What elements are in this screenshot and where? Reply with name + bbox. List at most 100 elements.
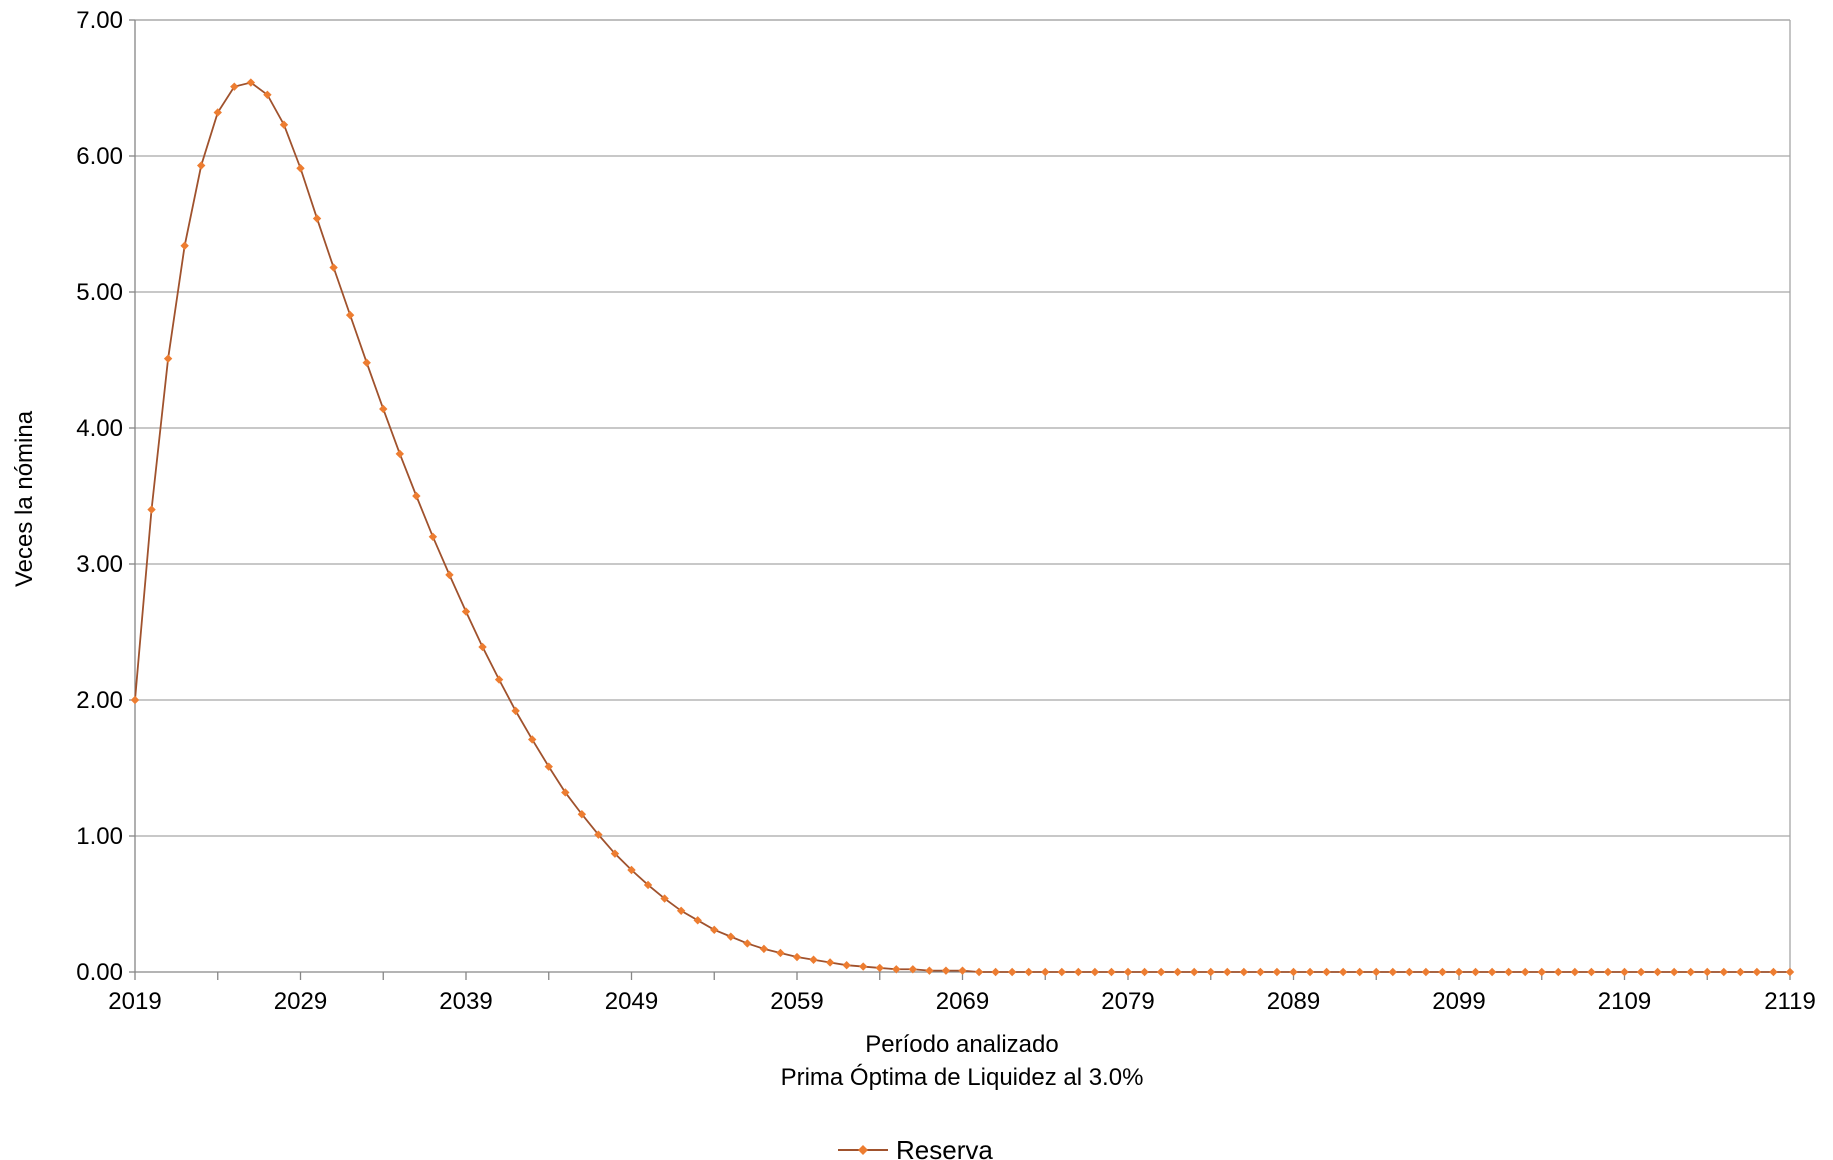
data-point	[147, 505, 156, 514]
data-point	[1554, 967, 1563, 977]
data-point	[1521, 967, 1530, 977]
data-point	[1355, 967, 1364, 977]
data-point	[1057, 967, 1066, 977]
x-tick-label: 2099	[1432, 988, 1485, 1015]
data-point	[312, 214, 322, 223]
data-point	[412, 491, 421, 501]
data-point	[693, 916, 702, 925]
data-point	[329, 263, 338, 272]
data-point	[1785, 967, 1795, 977]
data-point	[1338, 967, 1348, 977]
series-reserva	[130, 78, 1795, 977]
data-point	[1140, 967, 1149, 977]
data-point	[263, 90, 272, 99]
data-point	[776, 948, 785, 958]
data-point	[130, 695, 140, 705]
legend: Reserva	[838, 1135, 993, 1160]
legend-marker	[858, 1145, 868, 1155]
data-point	[1372, 967, 1381, 977]
data-point	[345, 310, 355, 320]
data-point	[494, 675, 504, 684]
data-point	[1653, 967, 1662, 977]
data-point	[610, 849, 620, 858]
data-point	[180, 241, 189, 250]
y-tick-label: 6.00	[76, 143, 123, 170]
data-point	[1239, 967, 1249, 977]
x-tick-label: 2089	[1267, 988, 1320, 1015]
data-point	[809, 955, 818, 964]
y-axis-title: Veces la nómina	[11, 410, 38, 587]
data-point	[1107, 967, 1116, 977]
data-point	[1752, 967, 1762, 977]
data-point	[1090, 967, 1100, 977]
data-point	[825, 958, 835, 967]
data-point	[544, 762, 553, 771]
x-axis-subtitle: Prima Óptima de Liquidez al 3.0%	[781, 1064, 1144, 1091]
data-point	[1256, 967, 1265, 977]
data-point	[1173, 967, 1182, 977]
data-point	[958, 966, 967, 975]
gridlines	[135, 19, 1790, 837]
data-point	[859, 962, 868, 971]
data-point	[213, 108, 222, 117]
data-point	[974, 967, 984, 977]
data-point	[660, 894, 669, 903]
data-point	[1537, 967, 1546, 977]
data-point	[1471, 967, 1480, 977]
data-point	[726, 932, 735, 941]
data-point	[478, 642, 487, 652]
data-point	[561, 788, 570, 797]
data-point	[1636, 967, 1646, 977]
x-tick-label: 2109	[1598, 988, 1651, 1015]
x-tick-label: 2049	[605, 988, 658, 1015]
data-point	[1454, 967, 1464, 977]
data-point	[1587, 967, 1596, 977]
data-point	[1769, 967, 1778, 977]
data-point	[395, 449, 404, 459]
data-point	[1736, 967, 1745, 977]
data-point	[743, 939, 752, 948]
data-point	[1024, 967, 1033, 977]
data-point	[577, 810, 587, 819]
x-tick-label: 2029	[274, 988, 327, 1015]
x-tick-label: 2079	[1101, 988, 1154, 1015]
data-point	[362, 358, 371, 367]
data-point	[1289, 967, 1298, 977]
x-axis-title: Período analizado	[865, 1031, 1058, 1058]
data-point	[1272, 967, 1282, 977]
y-tick-label: 1.00	[76, 823, 123, 850]
x-tick-label: 2019	[108, 988, 161, 1015]
data-point	[1438, 967, 1447, 977]
data-point	[1190, 967, 1199, 977]
data-point	[594, 830, 603, 839]
data-point	[1405, 967, 1414, 977]
y-tick-label: 7.00	[76, 7, 123, 34]
data-point	[1322, 967, 1331, 977]
data-point	[908, 965, 918, 974]
data-point	[1074, 967, 1083, 977]
data-point	[445, 570, 454, 580]
series-line	[134, 81, 1790, 973]
x-tick-label: 2039	[439, 988, 492, 1015]
data-point	[676, 906, 686, 915]
data-point	[1669, 967, 1679, 977]
x-tick-label: 2069	[936, 988, 989, 1015]
data-point	[1620, 967, 1629, 977]
y-tick-label: 4.00	[76, 415, 123, 442]
data-point	[1686, 967, 1695, 977]
y-tick-label: 0.00	[76, 959, 123, 986]
data-point	[892, 965, 901, 974]
data-point	[1388, 967, 1397, 977]
data-point	[842, 961, 851, 970]
data-point	[925, 966, 934, 975]
data-point	[379, 404, 388, 414]
data-point	[163, 354, 173, 363]
data-point	[875, 963, 884, 973]
y-tick-label: 5.00	[76, 279, 123, 306]
data-point	[1305, 967, 1315, 977]
y-tick-label: 3.00	[76, 551, 123, 578]
data-point	[991, 967, 1000, 977]
data-point	[710, 925, 719, 935]
data-point	[1421, 967, 1431, 977]
